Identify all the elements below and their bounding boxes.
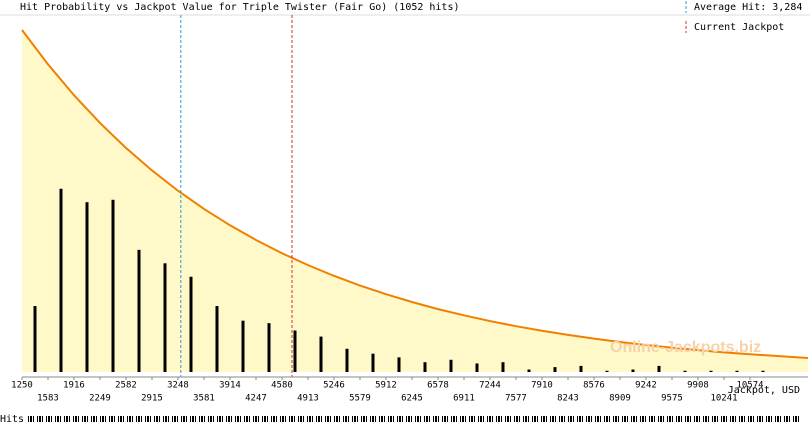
- bar: [735, 370, 739, 372]
- x-tick-label: 8909: [609, 394, 631, 404]
- x-tick-label: 7910: [531, 381, 553, 391]
- x-tick-label: 2915: [141, 394, 163, 404]
- chart-title: Hit Probability vs Jackpot Value for Tri…: [20, 2, 460, 13]
- bar: [345, 348, 349, 372]
- x-tick-label: 5912: [375, 381, 397, 391]
- x-tick-label: 1250: [11, 381, 33, 391]
- x-tick-label: 1916: [63, 381, 85, 391]
- x-axis-label: Jackpot, USD: [728, 385, 800, 396]
- x-tick-label: 5579: [349, 394, 371, 404]
- bar: [501, 362, 505, 372]
- bar: [579, 365, 583, 372]
- x-tick-label: 1583: [37, 394, 59, 404]
- x-tick-label: 4247: [245, 394, 267, 404]
- x-tick-label: 7244: [479, 381, 501, 391]
- x-tick-label: 2582: [115, 381, 137, 391]
- bar: [683, 370, 687, 372]
- bar: [215, 306, 219, 372]
- x-tick-label: 7577: [505, 394, 527, 404]
- legend-label: Current Jackpot: [694, 22, 784, 33]
- x-tick-label: 3914: [219, 381, 241, 391]
- bar: [553, 367, 557, 372]
- x-tick-label: 9908: [687, 381, 709, 391]
- x-tick-label: 6911: [453, 394, 475, 404]
- x-tick-label: 9575: [661, 394, 683, 404]
- bar: [163, 263, 167, 372]
- bar: [293, 330, 297, 372]
- bar: [605, 370, 609, 372]
- curve-area: [22, 30, 808, 372]
- bar: [371, 353, 375, 372]
- bar: [85, 202, 89, 372]
- watermark: Online-Jackpots.biz: [610, 339, 761, 356]
- x-tick-label: 9242: [635, 381, 657, 391]
- bar: [709, 370, 713, 372]
- legend-label: Average Hit: 3,284: [694, 2, 802, 13]
- x-tick-label: 4913: [297, 394, 319, 404]
- x-tick-label: 8576: [583, 381, 605, 391]
- x-tick-label: 8243: [557, 394, 579, 404]
- bar: [761, 370, 765, 372]
- bar: [449, 359, 453, 372]
- bar: [657, 365, 661, 372]
- x-tick-label: 10241: [710, 394, 737, 404]
- bar: [397, 357, 401, 372]
- bar: [241, 320, 245, 372]
- bar: [423, 362, 427, 372]
- bar: [59, 188, 63, 372]
- curve-line: [21, 29, 809, 359]
- bar: [475, 363, 479, 372]
- bar: [111, 199, 115, 372]
- bar: [137, 249, 141, 372]
- rug-label: Hits: [0, 414, 24, 425]
- bar: [189, 276, 193, 372]
- x-tick-label: 10574: [736, 381, 763, 391]
- bar: [267, 323, 271, 372]
- bar: [319, 336, 323, 372]
- x-tick-label: 3581: [193, 394, 215, 404]
- x-tick-label: 5246: [323, 381, 345, 391]
- x-tick-label: 6245: [401, 394, 423, 404]
- bar: [33, 306, 37, 372]
- x-tick-label: 4580: [271, 381, 293, 391]
- bar: [527, 369, 531, 372]
- x-tick-label: 2249: [89, 394, 111, 404]
- x-tick-label: 3248: [167, 381, 189, 391]
- bar: [631, 369, 635, 372]
- x-tick-label: 6578: [427, 381, 449, 391]
